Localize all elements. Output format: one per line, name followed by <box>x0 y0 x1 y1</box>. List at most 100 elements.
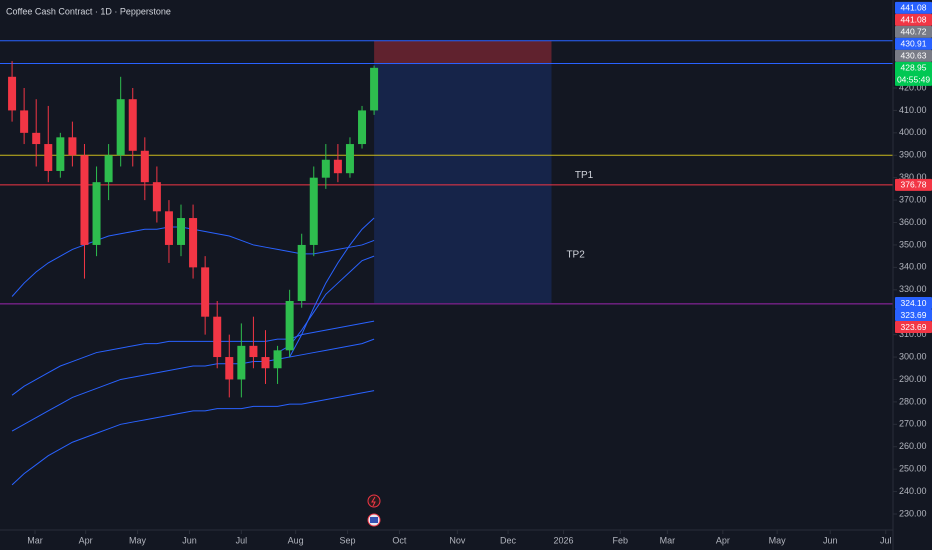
plot: TP1 TP2 <box>0 40 893 486</box>
y-tick-label: 280.00 <box>899 396 927 406</box>
price-tag <box>895 61 932 86</box>
y-tick-label: 380.00 <box>899 172 927 182</box>
candle-body <box>56 137 65 171</box>
candle-body <box>249 345 258 358</box>
x-tick-label: Mar <box>27 535 43 545</box>
price-tag-label: 324.10 <box>901 298 927 308</box>
x-tick-label: Apr <box>716 535 730 545</box>
price-tag-label: 430.91 <box>901 39 927 49</box>
candle-body <box>32 132 41 145</box>
y-tick-label: 370.00 <box>899 194 927 204</box>
candle-body <box>261 357 270 369</box>
x-tick-label: Apr <box>79 535 93 545</box>
y-tick-label: 290.00 <box>899 374 927 384</box>
x-tick-label: Jul <box>236 535 248 545</box>
candle-body <box>309 177 318 245</box>
y-tick-label: 230.00 <box>899 508 927 518</box>
price-tag-label: 441.08 <box>901 3 927 13</box>
x-tick-label: Feb <box>613 535 629 545</box>
x-tick-label: Oct <box>392 535 407 545</box>
candle-body <box>140 150 149 183</box>
price-tag <box>895 178 932 191</box>
moving-average-line <box>11 338 375 432</box>
candle-body <box>358 110 367 145</box>
candle-body <box>297 244 306 301</box>
economic-event-glyph <box>370 517 378 523</box>
price-tag <box>895 321 932 334</box>
y-tick-label: 250.00 <box>899 464 927 474</box>
x-tick-label: Dec <box>500 535 517 545</box>
candle-body <box>273 350 282 369</box>
candle-body <box>92 182 101 245</box>
price-tag-label: 323.69 <box>901 310 927 320</box>
y-tick-label: 270.00 <box>899 419 927 429</box>
event-icons <box>367 494 381 527</box>
candle-body <box>80 155 89 245</box>
moving-average-line <box>11 390 375 486</box>
x-tick-label: Nov <box>449 535 466 545</box>
y-tick-label: 410.00 <box>899 105 927 115</box>
price-tag <box>895 37 932 50</box>
candle-body <box>164 211 173 245</box>
y-tick-label: 300.00 <box>899 351 927 361</box>
y-tick-label: 310.00 <box>899 329 927 339</box>
candle-body <box>370 67 379 111</box>
y-tick-label: 400.00 <box>899 127 927 137</box>
price-tag <box>895 49 932 62</box>
price-tag-label: 428.95 <box>901 63 927 73</box>
x-tick-label: Mar <box>660 535 676 545</box>
target-zone <box>374 64 552 304</box>
candle-body <box>68 137 77 156</box>
y-tick-label: 330.00 <box>899 284 927 294</box>
x-tick-label: Jul <box>880 535 892 545</box>
price-tag <box>895 13 932 26</box>
y-tick-label: 390.00 <box>899 150 927 160</box>
y-tick-label: 420.00 <box>899 82 927 92</box>
y-tick-label: 260.00 <box>899 441 927 451</box>
y-tick-label: 350.00 <box>899 239 927 249</box>
price-tag-label: 430.63 <box>901 51 927 61</box>
candle-body <box>237 345 246 380</box>
moving-average-line <box>289 217 375 358</box>
price-tag <box>895 309 932 322</box>
price-tag-label: 441.08 <box>901 15 927 25</box>
price-tag-label: 323.69 <box>901 322 927 332</box>
candle-body <box>177 218 186 245</box>
x-tick-label: Aug <box>288 535 304 545</box>
annotation: TP2 <box>566 250 585 261</box>
candle-body <box>128 99 137 151</box>
candle-body <box>225 357 234 380</box>
candle-body <box>285 300 294 351</box>
price-tag-label: 440.72 <box>901 27 927 37</box>
x-tick-label: Sep <box>340 535 356 545</box>
countdown: 04:55:49 <box>897 75 930 85</box>
price-tags: 441.08 441.08 440.72 430.91 430.63 428.95 04:5… <box>895 1 932 334</box>
y-tick-label: 360.00 <box>899 217 927 227</box>
x-tick-label: May <box>769 535 787 545</box>
candle-body <box>8 76 17 111</box>
candle-body <box>104 155 113 183</box>
candle-body <box>44 144 53 171</box>
price-tag-label: 376.78 <box>901 180 927 190</box>
price-tag <box>895 25 932 38</box>
x-tick-label: Jun <box>823 535 838 545</box>
x-tick-label: 2026 <box>554 535 574 545</box>
stop-zone <box>374 40 552 65</box>
candle-body <box>213 316 222 358</box>
y-tick-label: 340.00 <box>899 262 927 272</box>
x-tick-label: May <box>129 535 147 545</box>
candle-body <box>345 144 354 174</box>
moving-average-line <box>11 320 375 396</box>
candle-body <box>20 110 29 133</box>
event-icon-glyph <box>371 496 376 507</box>
event-icon[interactable] <box>367 494 381 508</box>
candle-body <box>152 182 161 212</box>
candle-body <box>201 267 210 317</box>
x-tick-label: Jun <box>182 535 197 545</box>
price-tag <box>895 1 932 14</box>
candle-body <box>333 159 342 174</box>
y-tick-label: 240.00 <box>899 486 927 496</box>
